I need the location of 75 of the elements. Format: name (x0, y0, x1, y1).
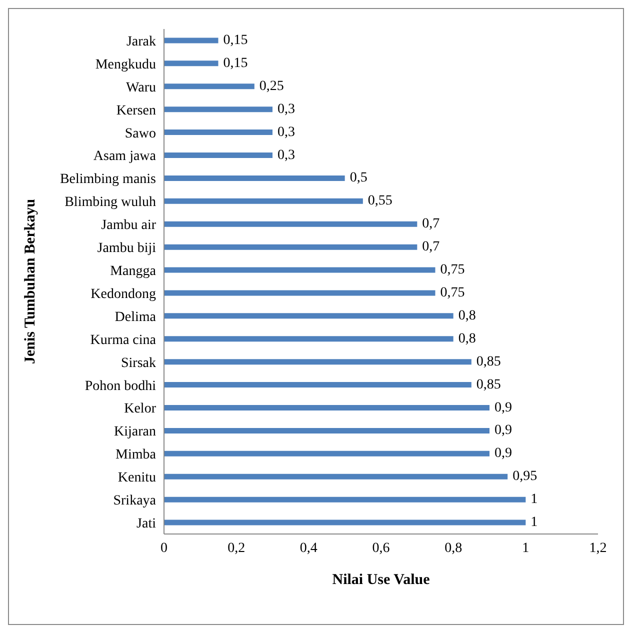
data-label: 0,55 (368, 194, 392, 209)
y-tick-label: Jambu air (101, 218, 156, 234)
bar (164, 336, 454, 342)
x-tick-label: 0,6 (372, 540, 390, 556)
bar (164, 450, 490, 456)
y-tick-label: Mangga (110, 264, 157, 279)
data-label: 0,75 (440, 262, 465, 278)
bar (164, 84, 254, 90)
bar (164, 60, 218, 66)
bar (164, 175, 345, 181)
y-tick-label: Kelor (124, 402, 156, 417)
y-tick-label: Kedondong (90, 286, 156, 302)
bar (164, 382, 472, 388)
bar (164, 428, 490, 434)
bar (164, 313, 454, 319)
bar (164, 244, 418, 250)
x-tick-label: 1 (522, 540, 530, 556)
y-tick-label: Kersen (116, 103, 156, 118)
data-label: 0,75 (440, 285, 465, 300)
y-tick-label: Jarak (126, 34, 156, 50)
y-tick-label: Kenitu (118, 470, 156, 486)
bar (164, 152, 272, 158)
bar (164, 130, 272, 136)
y-tick-label: Pohon bodhi (84, 378, 156, 394)
y-tick-label: Belimbing manis (60, 172, 156, 188)
x-tick-label: 1,2 (589, 540, 607, 556)
x-tick-label: 0,4 (300, 540, 318, 556)
data-label: 0,3 (278, 148, 295, 163)
bar (164, 496, 526, 502)
bar (164, 404, 490, 411)
data-label: 0,3 (278, 124, 295, 140)
bar (164, 474, 508, 480)
bar (164, 106, 272, 112)
bar (164, 38, 218, 44)
y-tick-label: Kurma cina (90, 332, 157, 348)
y-tick-label: Mimba (116, 448, 157, 463)
y-tick-label: Blimbing wuluh (64, 195, 156, 210)
bar (164, 267, 436, 273)
data-label: 0,8 (458, 331, 476, 346)
x-tick-label: 0,8 (444, 540, 462, 556)
data-label: 0,15 (223, 56, 248, 71)
y-tick-label: Jambu biji (97, 241, 156, 256)
y-tick-label: Srikaya (113, 494, 157, 509)
data-label: 1 (530, 492, 538, 508)
y-tick-label: Mengkudu (95, 57, 156, 72)
data-label: 0,5 (350, 170, 368, 186)
data-label: 0,8 (458, 308, 476, 324)
y-tick-label: Sawo (124, 126, 156, 142)
bar (164, 198, 363, 204)
y-axis-title: Jenis Tumbuhan Berkayu (22, 198, 38, 364)
data-label: 0,9 (494, 400, 512, 416)
y-tick-label: Waru (126, 80, 156, 96)
data-label: 0,9 (494, 446, 512, 462)
data-label: 0,85 (476, 354, 501, 370)
data-label: 0,25 (259, 78, 284, 94)
bar (164, 290, 436, 296)
data-label: 0,7 (422, 240, 440, 255)
data-label: 0,85 (476, 377, 501, 392)
data-label: 0,9 (494, 423, 512, 438)
data-label: 0,3 (278, 102, 295, 117)
data-label: 1 (530, 515, 538, 530)
bar (164, 359, 472, 365)
y-tick-label: Kijaran (114, 424, 156, 440)
data-label: 0,95 (512, 469, 538, 484)
bar (164, 520, 526, 526)
x-axis-title: Nilai Use Value (332, 572, 430, 588)
bar (164, 221, 418, 227)
y-tick-label: Sirsak (121, 356, 156, 371)
x-tick-label: 0 (160, 540, 168, 556)
y-tick-label: Delima (114, 310, 157, 325)
data-label: 0,15 (223, 32, 248, 48)
data-label: 0,7 (422, 216, 440, 232)
x-tick-label: 0,2 (228, 540, 246, 556)
y-tick-label: Jati (136, 516, 156, 532)
y-tick-label: Asam jawa (93, 149, 157, 164)
